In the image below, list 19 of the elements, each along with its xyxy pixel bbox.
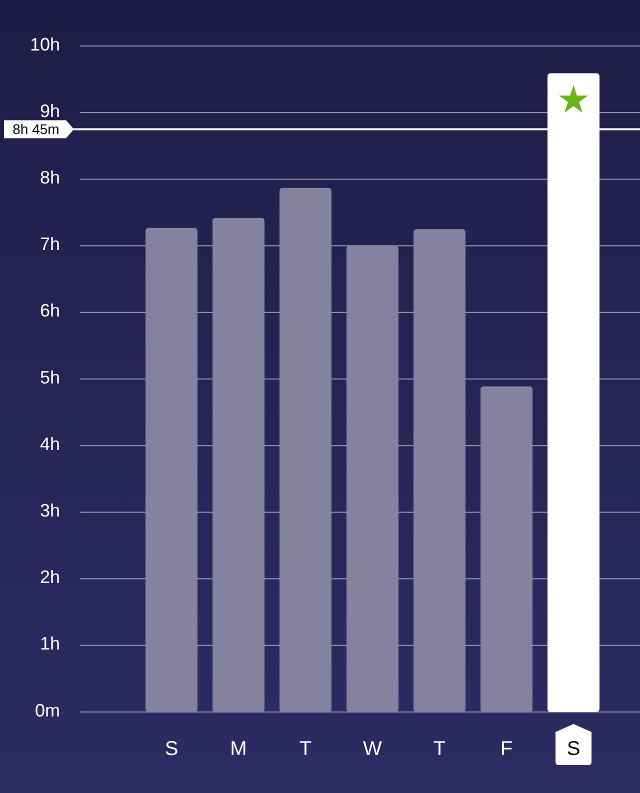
y-tick-label: 5h [40, 367, 60, 388]
x-tick-label: S [566, 738, 580, 760]
x-tick-label: S [164, 738, 178, 760]
x-tick-label: W [363, 738, 382, 760]
y-tick-label: 1h [40, 634, 60, 654]
y-tick-label: 4h [40, 434, 60, 454]
x-tick-label: T [433, 738, 446, 760]
x-tick-label: F [500, 738, 513, 760]
y-tick-label: 9h [40, 100, 60, 121]
y-tick-label: 2h [40, 567, 60, 588]
x-tick-label: M [230, 738, 247, 760]
y-tick-label: 6h [40, 300, 60, 321]
y-tick-label: 10h [30, 34, 60, 54]
y-tick-label: 7h [40, 234, 60, 254]
y-tick-label: 0m [34, 700, 60, 720]
y-tick-label: 3h [40, 500, 60, 520]
y-tick-label: 8h [40, 168, 60, 188]
ref-line-label: 8h 45m [12, 121, 60, 138]
x-tick-label: T [299, 738, 312, 760]
